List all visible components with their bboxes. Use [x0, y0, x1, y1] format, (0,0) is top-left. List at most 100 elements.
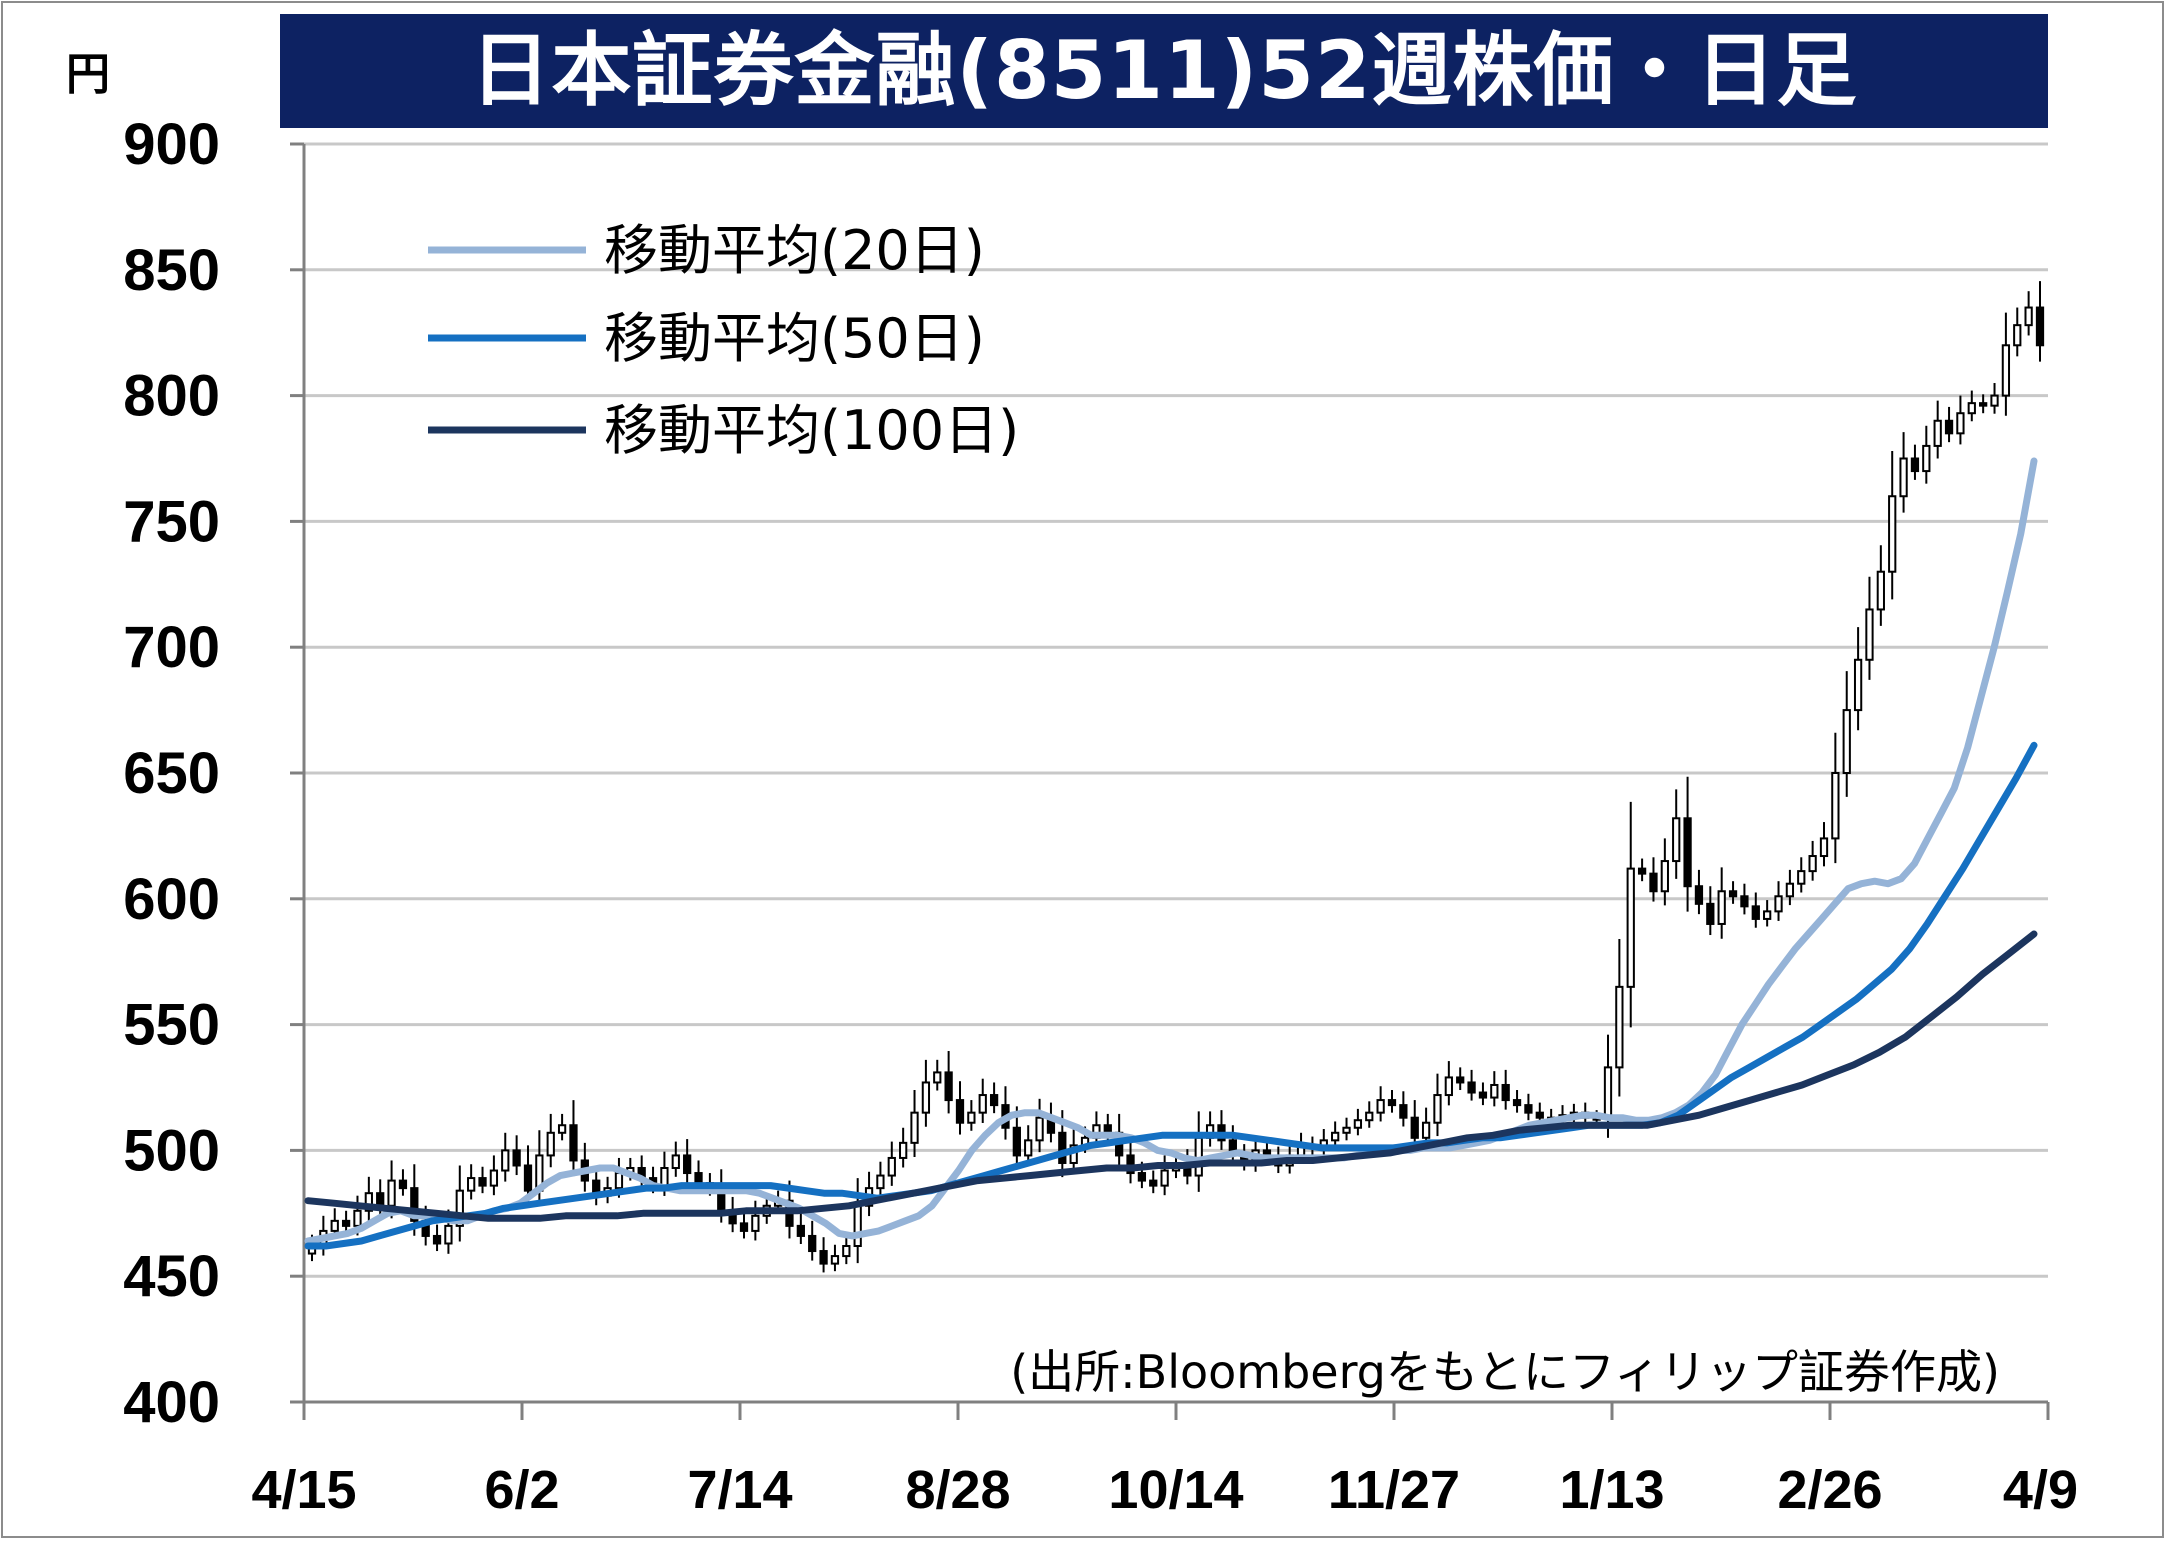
x-tick-label: 1/13	[1559, 1460, 1664, 1520]
candle-body	[944, 1071, 953, 1102]
candle-body	[2024, 306, 2033, 327]
candle-body	[569, 1124, 578, 1162]
y-tick-label: 800	[123, 364, 220, 429]
candle-body	[2013, 324, 2022, 347]
ma20-line	[304, 457, 2038, 1245]
candle-body	[1058, 1131, 1067, 1164]
candle-body	[387, 1179, 396, 1207]
candle-body	[546, 1131, 555, 1157]
y-tick-label: 550	[123, 993, 220, 1058]
candle-body	[614, 1172, 624, 1190]
candle-body	[933, 1071, 942, 1084]
candle-body	[376, 1192, 385, 1207]
candle-body	[1933, 419, 1942, 447]
x-tick-label: 8/28	[905, 1460, 1010, 1520]
candle-body	[1024, 1139, 1033, 1157]
ma50-line	[304, 741, 2038, 1250]
candle-body	[1979, 402, 1988, 407]
ma100-line	[304, 930, 2038, 1222]
candle-body	[751, 1214, 760, 1232]
candle-body	[955, 1099, 965, 1124]
candle-body	[830, 1255, 840, 1265]
y-tick-label: 650	[123, 741, 220, 806]
candle-body	[1615, 985, 1624, 1069]
candle-body	[1456, 1076, 1465, 1084]
candle-body	[444, 1224, 453, 1245]
legend: 移動平均(20日) 移動平均(50日) 移動平均(100日)	[428, 219, 1019, 462]
candle-body	[1387, 1099, 1397, 1107]
candle-body	[887, 1156, 896, 1177]
y-tick-label: 900	[123, 112, 220, 177]
candle-body	[1922, 444, 1931, 473]
candle-body	[330, 1219, 339, 1232]
y-tick-label: 850	[123, 238, 220, 303]
candle-body	[876, 1174, 885, 1190]
candle-body	[819, 1250, 828, 1265]
candle-body	[1035, 1116, 1044, 1142]
candle-body	[683, 1154, 692, 1175]
candle-body	[1399, 1104, 1408, 1119]
candle-body	[1842, 709, 1851, 774]
candle-body	[1740, 895, 1749, 908]
candle-body	[1672, 817, 1681, 863]
candle-body	[796, 1224, 805, 1237]
candle-body	[1353, 1119, 1363, 1129]
candle-body	[489, 1169, 499, 1187]
candle-body	[1433, 1094, 1442, 1124]
moving-average-lines	[304, 457, 2038, 1250]
candle-body	[2001, 344, 2011, 397]
y-tick-label: 450	[123, 1244, 220, 1309]
candle-body	[842, 1245, 851, 1258]
candle-body	[467, 1177, 476, 1192]
source-note: (出所:Bloombergをもとにフィリップ証券作成)	[1010, 1345, 2000, 1399]
candle-body	[1876, 570, 1885, 611]
candle-body	[1376, 1099, 1385, 1114]
candle-body	[1342, 1126, 1351, 1134]
title-banner	[280, 14, 2048, 128]
candle-body	[1637, 867, 1647, 875]
candle-body	[1421, 1121, 1431, 1139]
candle-body	[1785, 882, 1795, 898]
candle-body	[1683, 817, 1692, 888]
y-unit-label: 円	[66, 49, 110, 100]
candle-body	[1751, 905, 1760, 920]
y-tick-label: 400	[123, 1370, 220, 1435]
axes: 400 450 500 550 600 650 700 750 800 850 900 4/15 6/2…	[123, 112, 2078, 1520]
candle-body	[1501, 1083, 1510, 1102]
candle-body	[410, 1187, 419, 1222]
candle-body	[808, 1234, 817, 1253]
candle-body	[455, 1189, 464, 1227]
legend-label: 移動平均(100日)	[604, 399, 1019, 462]
candle-body	[432, 1234, 442, 1245]
candle-body	[1819, 837, 1829, 858]
candle-body	[1660, 860, 1669, 893]
grid-lines	[304, 142, 2048, 1278]
candle-body	[1808, 855, 1817, 873]
candle-body	[1717, 890, 1726, 925]
candle-body	[1137, 1172, 1147, 1182]
candle-body	[1944, 419, 1954, 435]
candle-body	[1103, 1124, 1112, 1134]
candle-body	[989, 1094, 999, 1107]
candle-body	[1967, 402, 1976, 415]
candle-body	[1444, 1076, 1453, 1097]
candle-body	[1490, 1083, 1499, 1099]
candle-body	[671, 1154, 680, 1170]
candle-body	[1626, 867, 1635, 988]
candle-body	[1410, 1116, 1419, 1139]
candle-body	[1899, 457, 1908, 498]
candle-body	[1990, 394, 1999, 407]
candle-body	[1956, 412, 1965, 435]
legend-label: 移動平均(20日)	[604, 219, 985, 282]
chart-title: 日本証券金融(8511)52週株価・日足	[470, 24, 1858, 117]
candle-body	[1126, 1154, 1135, 1175]
candle-body	[739, 1222, 749, 1232]
candle-body	[1706, 902, 1715, 925]
candle-body	[1603, 1066, 1613, 1119]
candle-body	[1763, 910, 1772, 920]
y-tick-label: 600	[123, 867, 220, 932]
y-tick-label: 700	[123, 615, 220, 680]
candle-body	[1512, 1099, 1522, 1107]
